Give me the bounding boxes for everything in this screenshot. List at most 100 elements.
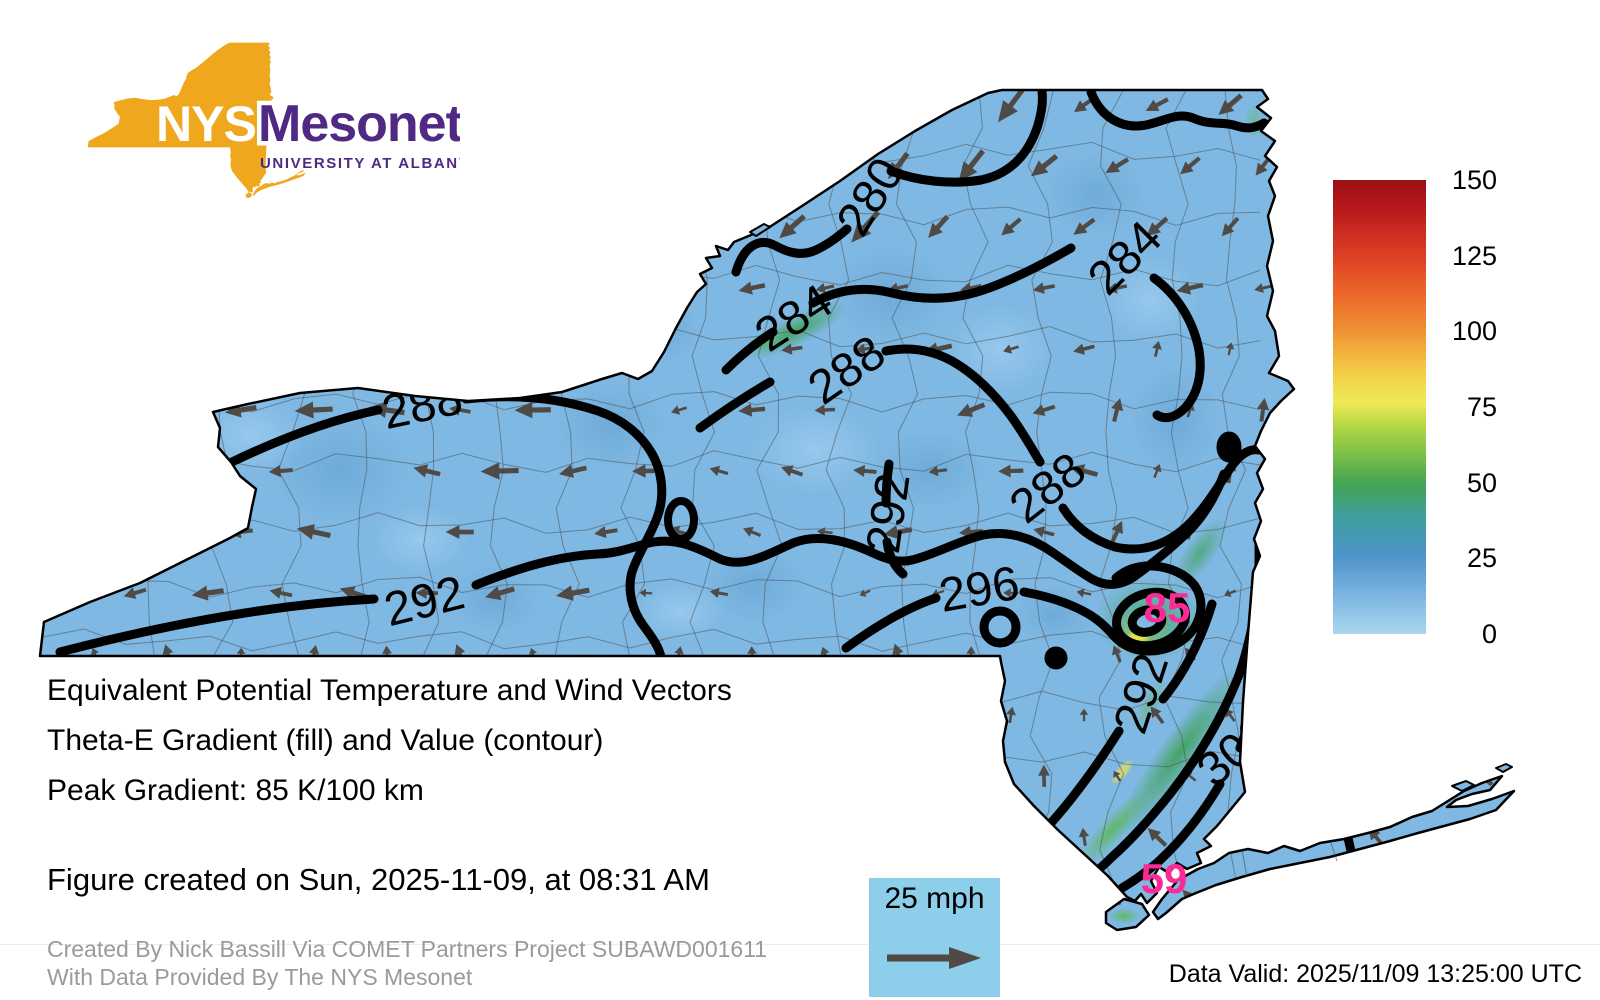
wind-arrow bbox=[635, 343, 657, 355]
wind-arrow bbox=[998, 464, 1024, 478]
wind-arrow bbox=[781, 343, 803, 355]
contour-292 bbox=[55, 594, 379, 657]
wind-arrow bbox=[1404, 770, 1415, 783]
wind-arrow bbox=[1442, 588, 1456, 598]
contour-288 bbox=[881, 344, 1045, 467]
wind-arrow bbox=[706, 216, 733, 237]
wind-arrow bbox=[1030, 153, 1059, 177]
contour-288 bbox=[695, 377, 775, 433]
wind-arrow bbox=[855, 343, 875, 355]
county-line bbox=[1098, 90, 1125, 889]
colorbar-tick: 150 bbox=[1451, 165, 1497, 195]
wind-arrow bbox=[1473, 888, 1492, 909]
wind-arrow bbox=[957, 402, 986, 417]
wind-arrow bbox=[1297, 705, 1308, 725]
wind-arrow bbox=[1150, 706, 1165, 725]
wind-arrow bbox=[495, 707, 505, 723]
wind-arrow bbox=[151, 402, 185, 418]
wind-arrow bbox=[671, 405, 688, 415]
credit-line-1: Created By Nick Bassill Via COMET Partne… bbox=[47, 936, 768, 962]
wind-arrow bbox=[448, 281, 472, 295]
wind-arrow bbox=[1403, 892, 1416, 905]
wind-arrow bbox=[296, 524, 331, 540]
wind-arrow bbox=[272, 218, 291, 235]
wind-arrow bbox=[709, 465, 729, 477]
wind-arrow bbox=[454, 765, 466, 787]
wind-arrow bbox=[129, 828, 141, 846]
figure-created-text: Figure created on Sun, 2025-11-09, at 08… bbox=[47, 862, 710, 897]
contour-300 bbox=[1117, 779, 1225, 893]
contour-292 bbox=[471, 469, 1229, 590]
wind-arrow bbox=[1513, 706, 1530, 725]
peak-value-label: 59 bbox=[1141, 855, 1188, 902]
contour-dot bbox=[1216, 431, 1242, 463]
wind-arrow bbox=[1145, 97, 1169, 112]
wind-arrow bbox=[820, 767, 830, 785]
wind-arrow bbox=[816, 157, 835, 174]
wind-arrow bbox=[191, 585, 224, 601]
wind-arrow bbox=[1073, 343, 1095, 355]
wind-arrow bbox=[883, 525, 913, 539]
island-outline bbox=[1495, 763, 1513, 773]
wind-arrow bbox=[1076, 588, 1092, 598]
wind-arrow bbox=[1254, 765, 1274, 788]
wind-arrow bbox=[1257, 647, 1270, 662]
wind-arrow bbox=[559, 210, 589, 243]
credit-line-2: With Data Provided By The NYS Mesonet bbox=[47, 964, 473, 990]
wind-arrow bbox=[1106, 282, 1128, 294]
wind-arrow bbox=[203, 707, 213, 723]
wind-arrow bbox=[1225, 342, 1235, 356]
wind-arrow bbox=[1001, 217, 1022, 236]
wind-arrow bbox=[514, 401, 551, 419]
wind-arrow bbox=[414, 342, 439, 356]
wind-arrow bbox=[1370, 704, 1382, 726]
wind-arrow bbox=[1253, 888, 1274, 910]
wind-arrow bbox=[1152, 340, 1162, 358]
wind-arrow bbox=[1291, 90, 1317, 123]
wind-arrow bbox=[421, 828, 432, 846]
wind-arrow bbox=[1399, 156, 1420, 175]
wind-arrow bbox=[815, 282, 835, 294]
wind-arrow bbox=[787, 828, 797, 846]
contour-292 bbox=[882, 537, 908, 579]
wind-arrow bbox=[1003, 344, 1019, 354]
wind-arrow bbox=[517, 280, 549, 296]
wind-arrow bbox=[413, 464, 441, 478]
wind-arrow bbox=[851, 210, 881, 243]
peak-gradient-labels: 85 59 bbox=[1141, 584, 1191, 902]
peak-value-label: 85 bbox=[1144, 584, 1191, 631]
wind-arrow bbox=[1078, 827, 1090, 847]
wind-arrow bbox=[82, 525, 107, 539]
wind-arrow bbox=[1033, 526, 1055, 538]
wind-arrow bbox=[556, 585, 590, 601]
wind-arrow bbox=[1038, 888, 1050, 908]
wind-speed-legend: 25 mph bbox=[869, 878, 1000, 997]
colorbar-tick: 100 bbox=[1451, 316, 1497, 347]
wind-arrow bbox=[998, 90, 1026, 123]
county-line bbox=[41, 450, 1261, 473]
wind-arrow bbox=[928, 465, 948, 477]
county-line bbox=[1027, 90, 1054, 889]
contour-280 bbox=[731, 224, 852, 277]
wind-arrow bbox=[1513, 829, 1514, 842]
wind-arrow bbox=[1297, 460, 1309, 482]
wind-arrow bbox=[670, 283, 688, 293]
logo-acronym: NYS bbox=[156, 96, 256, 152]
wind-arrow bbox=[115, 340, 154, 358]
wind-arrow bbox=[1006, 706, 1016, 724]
colorbar-tick: 0 bbox=[1481, 619, 1497, 649]
wind-arrow bbox=[853, 464, 877, 478]
wind-arrow bbox=[713, 706, 724, 724]
logo-subtitle: UNIVERSITY AT ALBANY bbox=[260, 155, 460, 172]
wind-arrow bbox=[495, 830, 505, 844]
wind-speed-label: 25 mph bbox=[884, 882, 985, 915]
wind-arrow bbox=[893, 769, 903, 783]
wind-arrow bbox=[150, 524, 186, 541]
wind-arrow bbox=[567, 825, 579, 848]
wind-arrow bbox=[859, 705, 870, 725]
wind-arrow bbox=[859, 827, 871, 847]
county-line-longisland bbox=[1241, 842, 1338, 878]
wind-arrow bbox=[928, 214, 950, 238]
wind-arrow bbox=[1434, 214, 1465, 238]
